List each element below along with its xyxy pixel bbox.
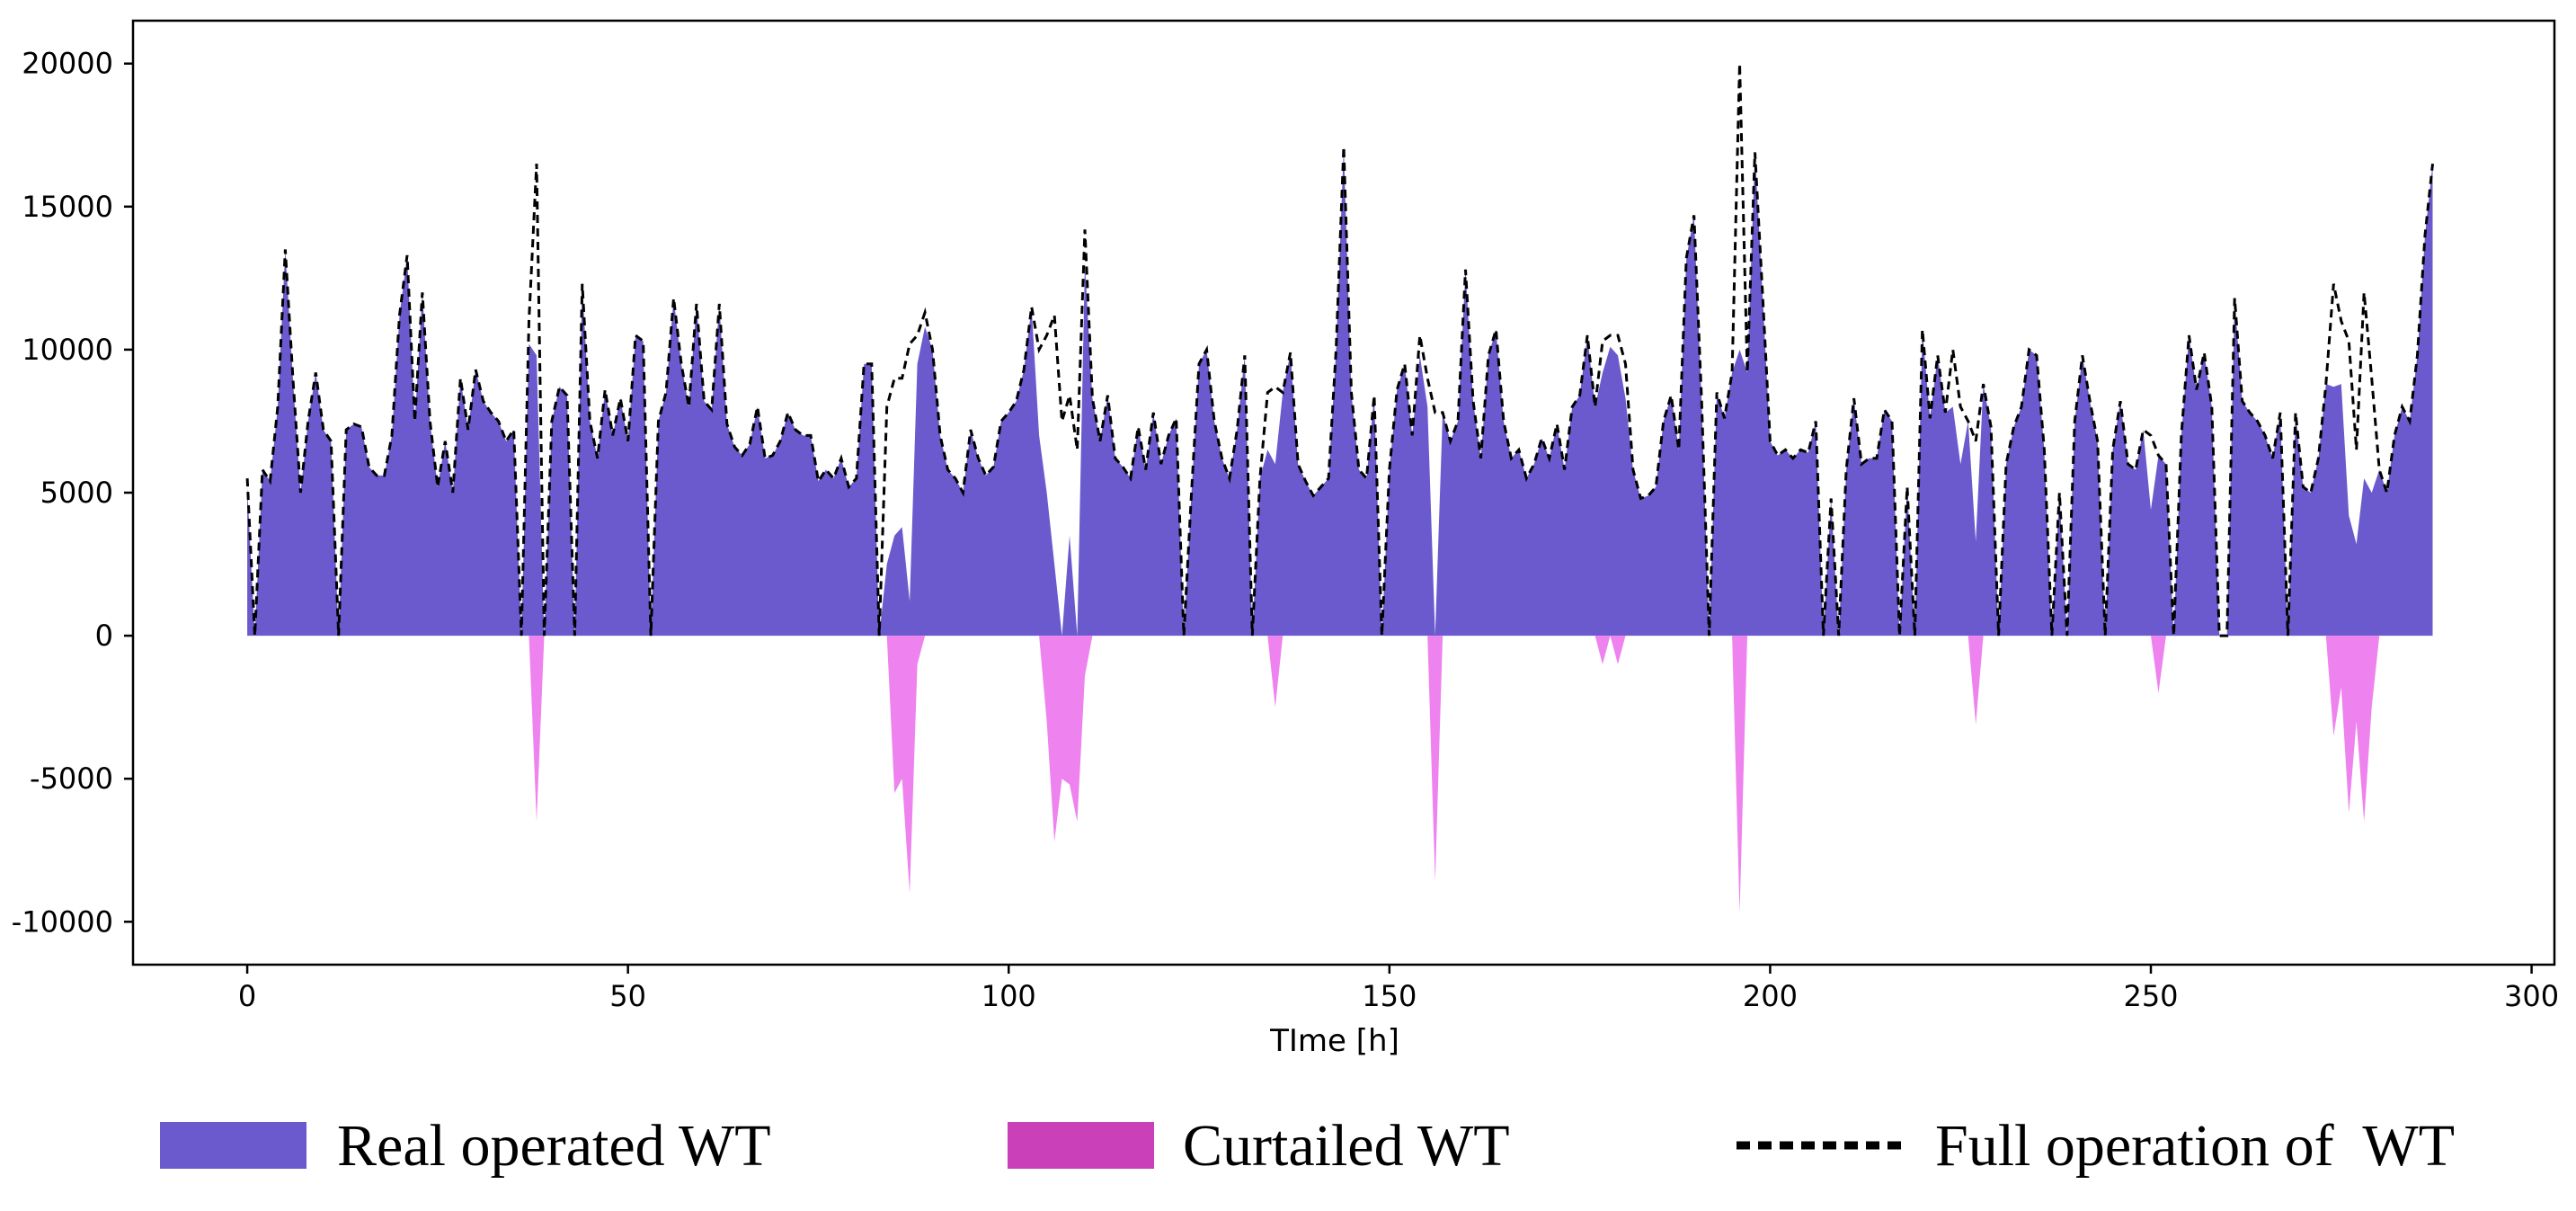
legend: Real operated WT Curtailed WT Full operati… — [160, 1113, 2455, 1179]
real-operated-area — [247, 147, 2433, 637]
x-tick-label: 50 — [609, 979, 646, 1013]
full-operation-line — [245, 63, 2434, 637]
x-tick-label: 200 — [1743, 979, 1798, 1013]
y-tick-label: 5000 — [40, 476, 113, 510]
y-tick-label: -10000 — [12, 904, 113, 939]
y-tick-label: -5000 — [30, 761, 113, 796]
x-tick-label: 300 — [2504, 979, 2559, 1013]
legend-label: Real operated WT — [337, 1113, 771, 1179]
plot-area — [245, 63, 2434, 913]
x-tick-label: 0 — [238, 979, 256, 1013]
y-axis: -10000 -5000 0 5000 10000 15000 20000 — [12, 47, 133, 939]
y-tick-label: 10000 — [22, 333, 113, 367]
x-tick-label: 250 — [2123, 979, 2178, 1013]
x-tick-label: 150 — [1362, 979, 1417, 1013]
x-tick-label: 100 — [982, 979, 1036, 1013]
legend-swatch — [1008, 1122, 1154, 1169]
y-tick-label: 20000 — [22, 47, 113, 81]
legend-label: Curtailed WT — [1183, 1113, 1510, 1179]
x-axis-label: TIme [h] — [1269, 1023, 1399, 1059]
legend-label: Full operation of WT — [1935, 1113, 2455, 1179]
y-tick-label: 0 — [95, 619, 113, 653]
x-axis: 0 50 100 150 200 250 300 — [238, 965, 2559, 1013]
legend-swatch — [160, 1122, 306, 1169]
y-tick-label: 15000 — [22, 190, 113, 224]
